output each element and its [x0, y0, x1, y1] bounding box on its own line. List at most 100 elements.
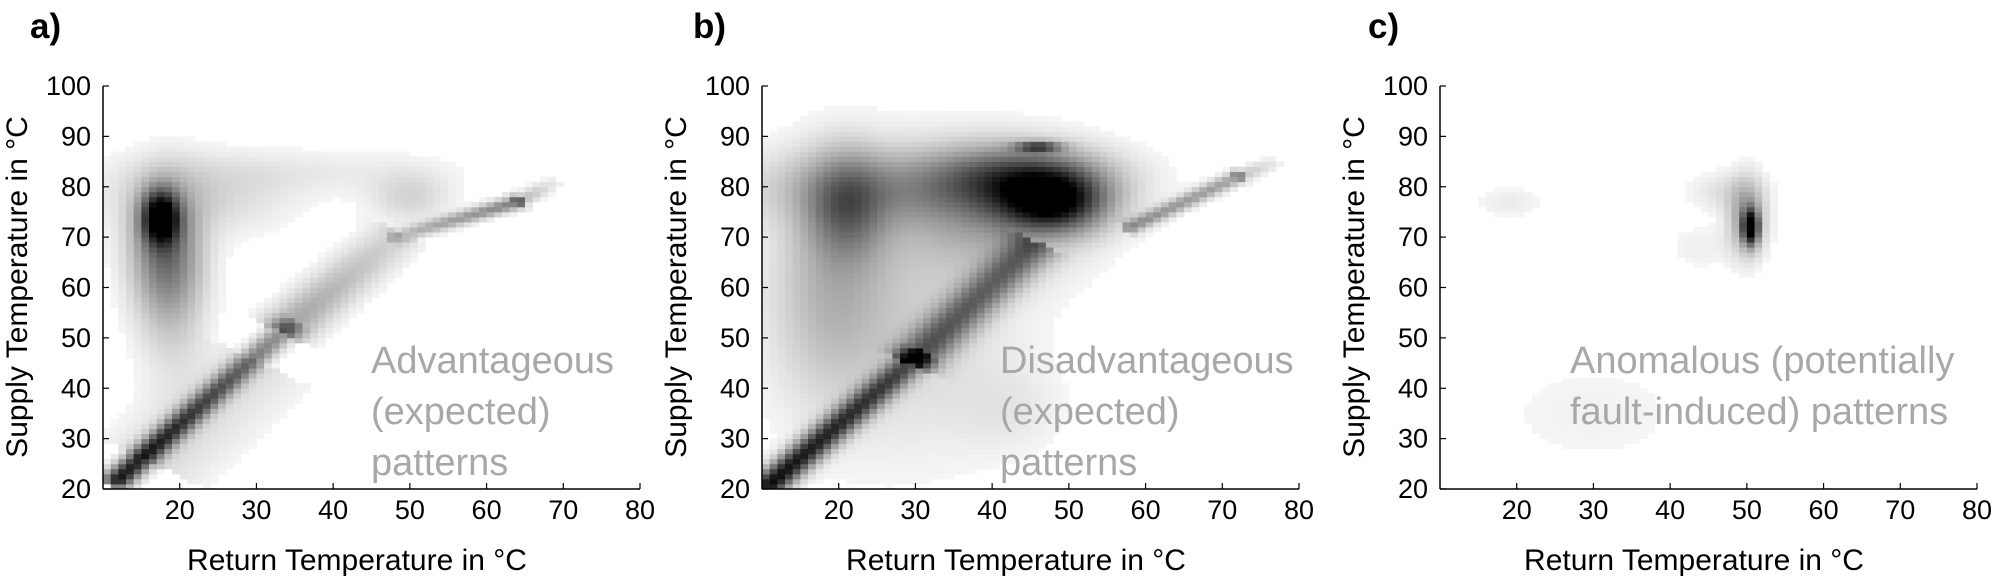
panel-a-heatmap-cell	[179, 398, 188, 404]
panel-a-heatmap-cell	[379, 206, 388, 213]
panel-b-heatmap-cell	[815, 473, 824, 480]
panel-a-heatmap-cell	[126, 222, 135, 228]
panel-a-heatmap-cell	[141, 368, 150, 374]
panel-b-heatmap-cell	[930, 211, 939, 218]
panel-a-heatmap-cell	[310, 191, 319, 198]
panel-b-heatmap-cell	[792, 428, 801, 434]
panel-b-heatmap-cell	[999, 171, 1008, 178]
panel-b-heatmap-cell	[1107, 186, 1116, 193]
panel-b-heatmap-cell	[999, 307, 1008, 314]
panel-b-heatmap-cell	[1045, 373, 1054, 379]
panel-b-heatmap-cell	[907, 463, 916, 470]
panel-b-heatmap-cell	[938, 166, 947, 173]
panel-a-heatmap-cell	[202, 262, 211, 268]
panel-b-heatmap-cell	[907, 433, 916, 440]
panel-a-heatmap-cell	[133, 146, 142, 152]
panel-b-heatmap-cell	[1076, 252, 1085, 258]
panel-b-heatmap-cell	[1007, 237, 1016, 243]
panel-b-heatmap-cell	[969, 292, 978, 298]
panel-b-heatmap-cell	[1068, 146, 1077, 152]
panel-b-heatmap-cell	[976, 146, 985, 152]
panel-b-heatmap-cell	[769, 358, 778, 364]
panel-a-heatmap-cell	[356, 166, 365, 173]
panel-a-heatmap-cell	[356, 171, 365, 178]
panel-b-heatmap-cell	[953, 237, 962, 243]
panel-a-heatmap-cell	[149, 237, 158, 243]
panel-b-heatmap-cell	[800, 448, 809, 455]
panel-b-heatmap-cell	[1068, 267, 1077, 273]
panel-a-heatmap-cell	[271, 146, 280, 152]
panel-a-heatmap-cell	[248, 151, 257, 157]
panel-b-heatmap-cell	[1183, 191, 1192, 198]
panel-b-heatmap-cell	[1015, 242, 1024, 248]
panel-a-heatmap-cell	[241, 156, 250, 162]
panel-a-heatmap-cell	[241, 222, 250, 228]
panel-b-heatmap-cell	[1038, 176, 1047, 183]
panel-b-heatmap-cell	[915, 398, 924, 404]
panel-b-heatmap-cell	[1084, 201, 1093, 208]
panel-b-heatmap-cell	[777, 146, 786, 152]
panel-b-heatmap-cell	[785, 267, 794, 273]
panel-a-heatmap-cell	[248, 388, 257, 394]
panel-a-heatmap-cell	[172, 373, 181, 379]
panel-b-heatmap-cell	[838, 287, 847, 293]
panel-b-heatmap-cell	[831, 418, 840, 424]
panel-a-heatmap-cell	[103, 468, 112, 475]
panel-b-heatmap-cell	[777, 363, 786, 369]
panel-b-heatmap-cell	[762, 272, 771, 278]
panel-b-heatmap-cell	[1137, 171, 1146, 178]
panel-b-heatmap-cell	[892, 206, 901, 213]
panel-b-heatmap-cell	[923, 428, 932, 434]
panel-b-heatmap-cell	[969, 166, 978, 173]
panel-a-heatmap-cell	[333, 317, 342, 324]
panel-b-heatmap-cell	[938, 257, 947, 263]
panel-b-heatmap-cell	[969, 433, 978, 440]
panel-b-heatmap-cell	[1015, 358, 1024, 364]
panel-b-heatmap-cell	[800, 166, 809, 173]
panel-a-heatmap-cell	[141, 317, 150, 324]
panel-b-heatmap-cell	[907, 237, 916, 243]
panel-a-heatmap-cell	[279, 287, 288, 293]
panel-a-heatmap-cell	[233, 352, 242, 359]
panel-b-heatmap-cell	[815, 408, 824, 414]
panel-b-heatmap-cell	[815, 222, 824, 228]
panel-a-heatmap-cell	[210, 347, 219, 354]
panel-b-heatmap-cell	[877, 463, 886, 470]
panel-b-heatmap-cell	[800, 262, 809, 268]
panel-b-heatmap-cell	[900, 433, 909, 440]
panel-a-heatmap-cell	[172, 383, 181, 389]
panel-b-heatmap-cell	[923, 302, 932, 309]
panel-a-heatmap-cell	[371, 181, 380, 188]
panel-b-heatmap-cell	[969, 196, 978, 203]
panel-b-heatmap-cell	[777, 141, 786, 147]
panel-b-heatmap-cell	[1053, 232, 1062, 238]
panel-a-heatmap-cell	[218, 196, 227, 203]
panel-b-heatmap-cell	[1252, 171, 1262, 178]
panel-b-heatmap-cell	[999, 428, 1008, 434]
panel-b-heatmap-cell	[1076, 211, 1085, 218]
panel-b-heatmap-cell	[777, 378, 786, 384]
panel-a-heatmap-cell	[225, 206, 234, 213]
panel-b-heatmap-cell	[1007, 227, 1016, 233]
panel-b-heatmap-cell	[946, 332, 955, 339]
panel-b-heatmap-cell	[1015, 287, 1024, 293]
panel-a-heatmap-cell	[379, 196, 388, 203]
panel-a-heatmap-cell	[340, 252, 349, 258]
panel-a-heatmap-cell	[133, 373, 142, 379]
panel-b-heatmap-cell	[869, 282, 878, 288]
panel-a-heatmap-cell	[195, 262, 204, 268]
panel-b-heatmap-cell	[907, 267, 916, 273]
panel-b-heatmap-cell	[892, 196, 901, 203]
panel-b-heatmap-cell	[1114, 166, 1123, 173]
panel-b-heatmap-cell	[1145, 166, 1154, 173]
panel-b-heatmap-cell	[869, 151, 878, 157]
panel-b-heatmap-cell	[1084, 262, 1093, 268]
panel-b-heatmap-cell	[999, 282, 1008, 288]
panel-a-heatmap-cell	[340, 247, 349, 253]
panel-b-heatmap-cell	[854, 368, 863, 374]
panel-b-heatmap-cell	[1038, 262, 1047, 268]
panel-a-heatmap-cell	[248, 211, 257, 218]
panel-b-heatmap-cell	[946, 408, 955, 414]
panel-a-heatmap-cell	[417, 247, 426, 253]
panel-b-heatmap-cell	[976, 307, 985, 314]
